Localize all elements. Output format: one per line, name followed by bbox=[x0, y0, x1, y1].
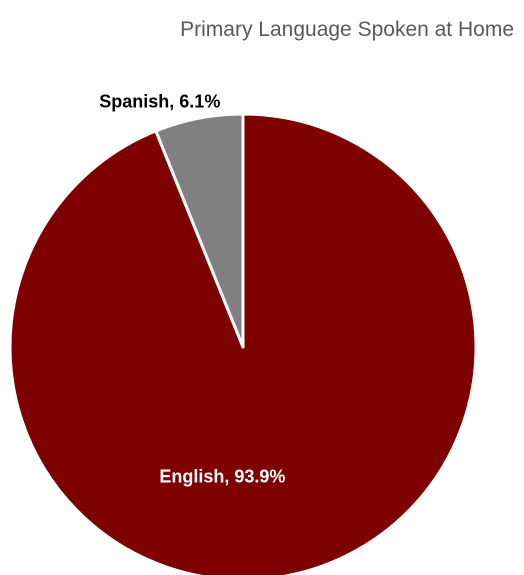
pie-slice-spanish bbox=[154, 112, 245, 349]
data-label-english: English, 93.9% bbox=[159, 467, 285, 487]
data-label-spanish: Spanish, 6.1% bbox=[99, 91, 220, 111]
chart-title: Primary Language Spoken at Home bbox=[180, 18, 514, 41]
